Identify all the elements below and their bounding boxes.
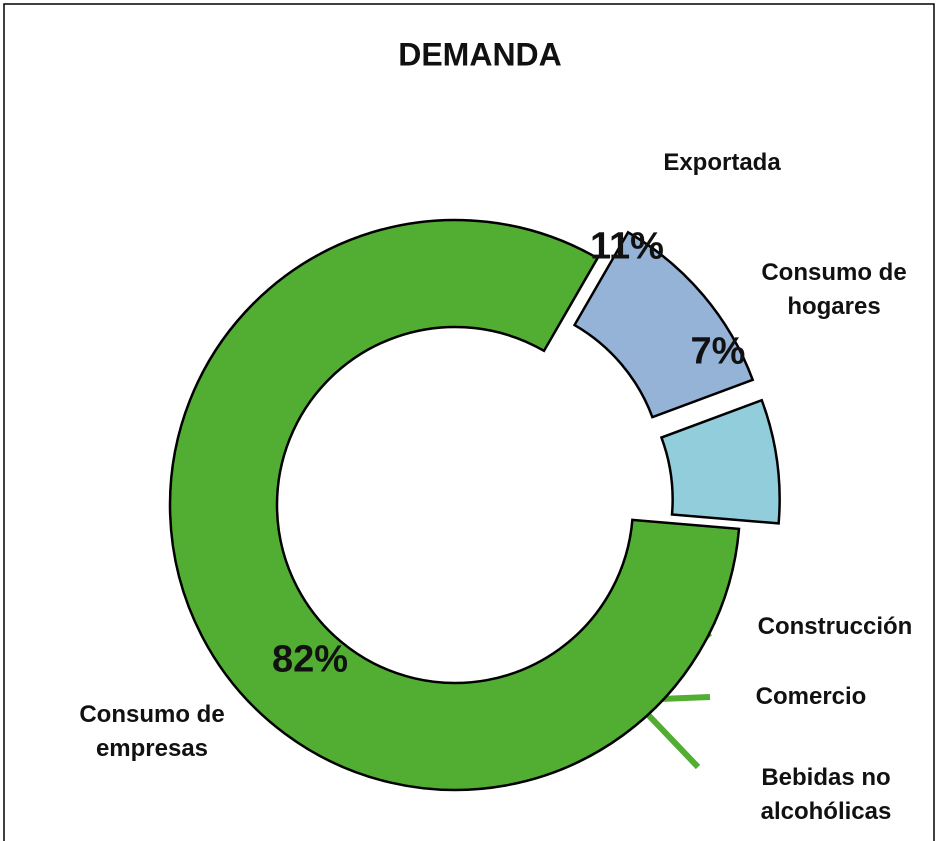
value-label: 7% xyxy=(690,330,746,373)
donut-slice xyxy=(572,230,755,419)
chart-title: DEMANDA xyxy=(398,36,562,72)
value-label: 11% xyxy=(590,225,664,268)
donut-slice xyxy=(659,398,781,525)
annotation: Bebidas no alcohólicas xyxy=(760,764,892,825)
annotation: Construcción xyxy=(757,613,913,640)
category-label: Exportada xyxy=(663,149,781,176)
annotation: Comercio xyxy=(755,683,867,710)
donut-slice xyxy=(168,218,741,792)
category-label: Consumo de empresas xyxy=(79,701,225,762)
value-label: 82% xyxy=(271,638,349,681)
frame xyxy=(3,3,935,841)
category-label: Consumo de hogares xyxy=(761,259,907,320)
